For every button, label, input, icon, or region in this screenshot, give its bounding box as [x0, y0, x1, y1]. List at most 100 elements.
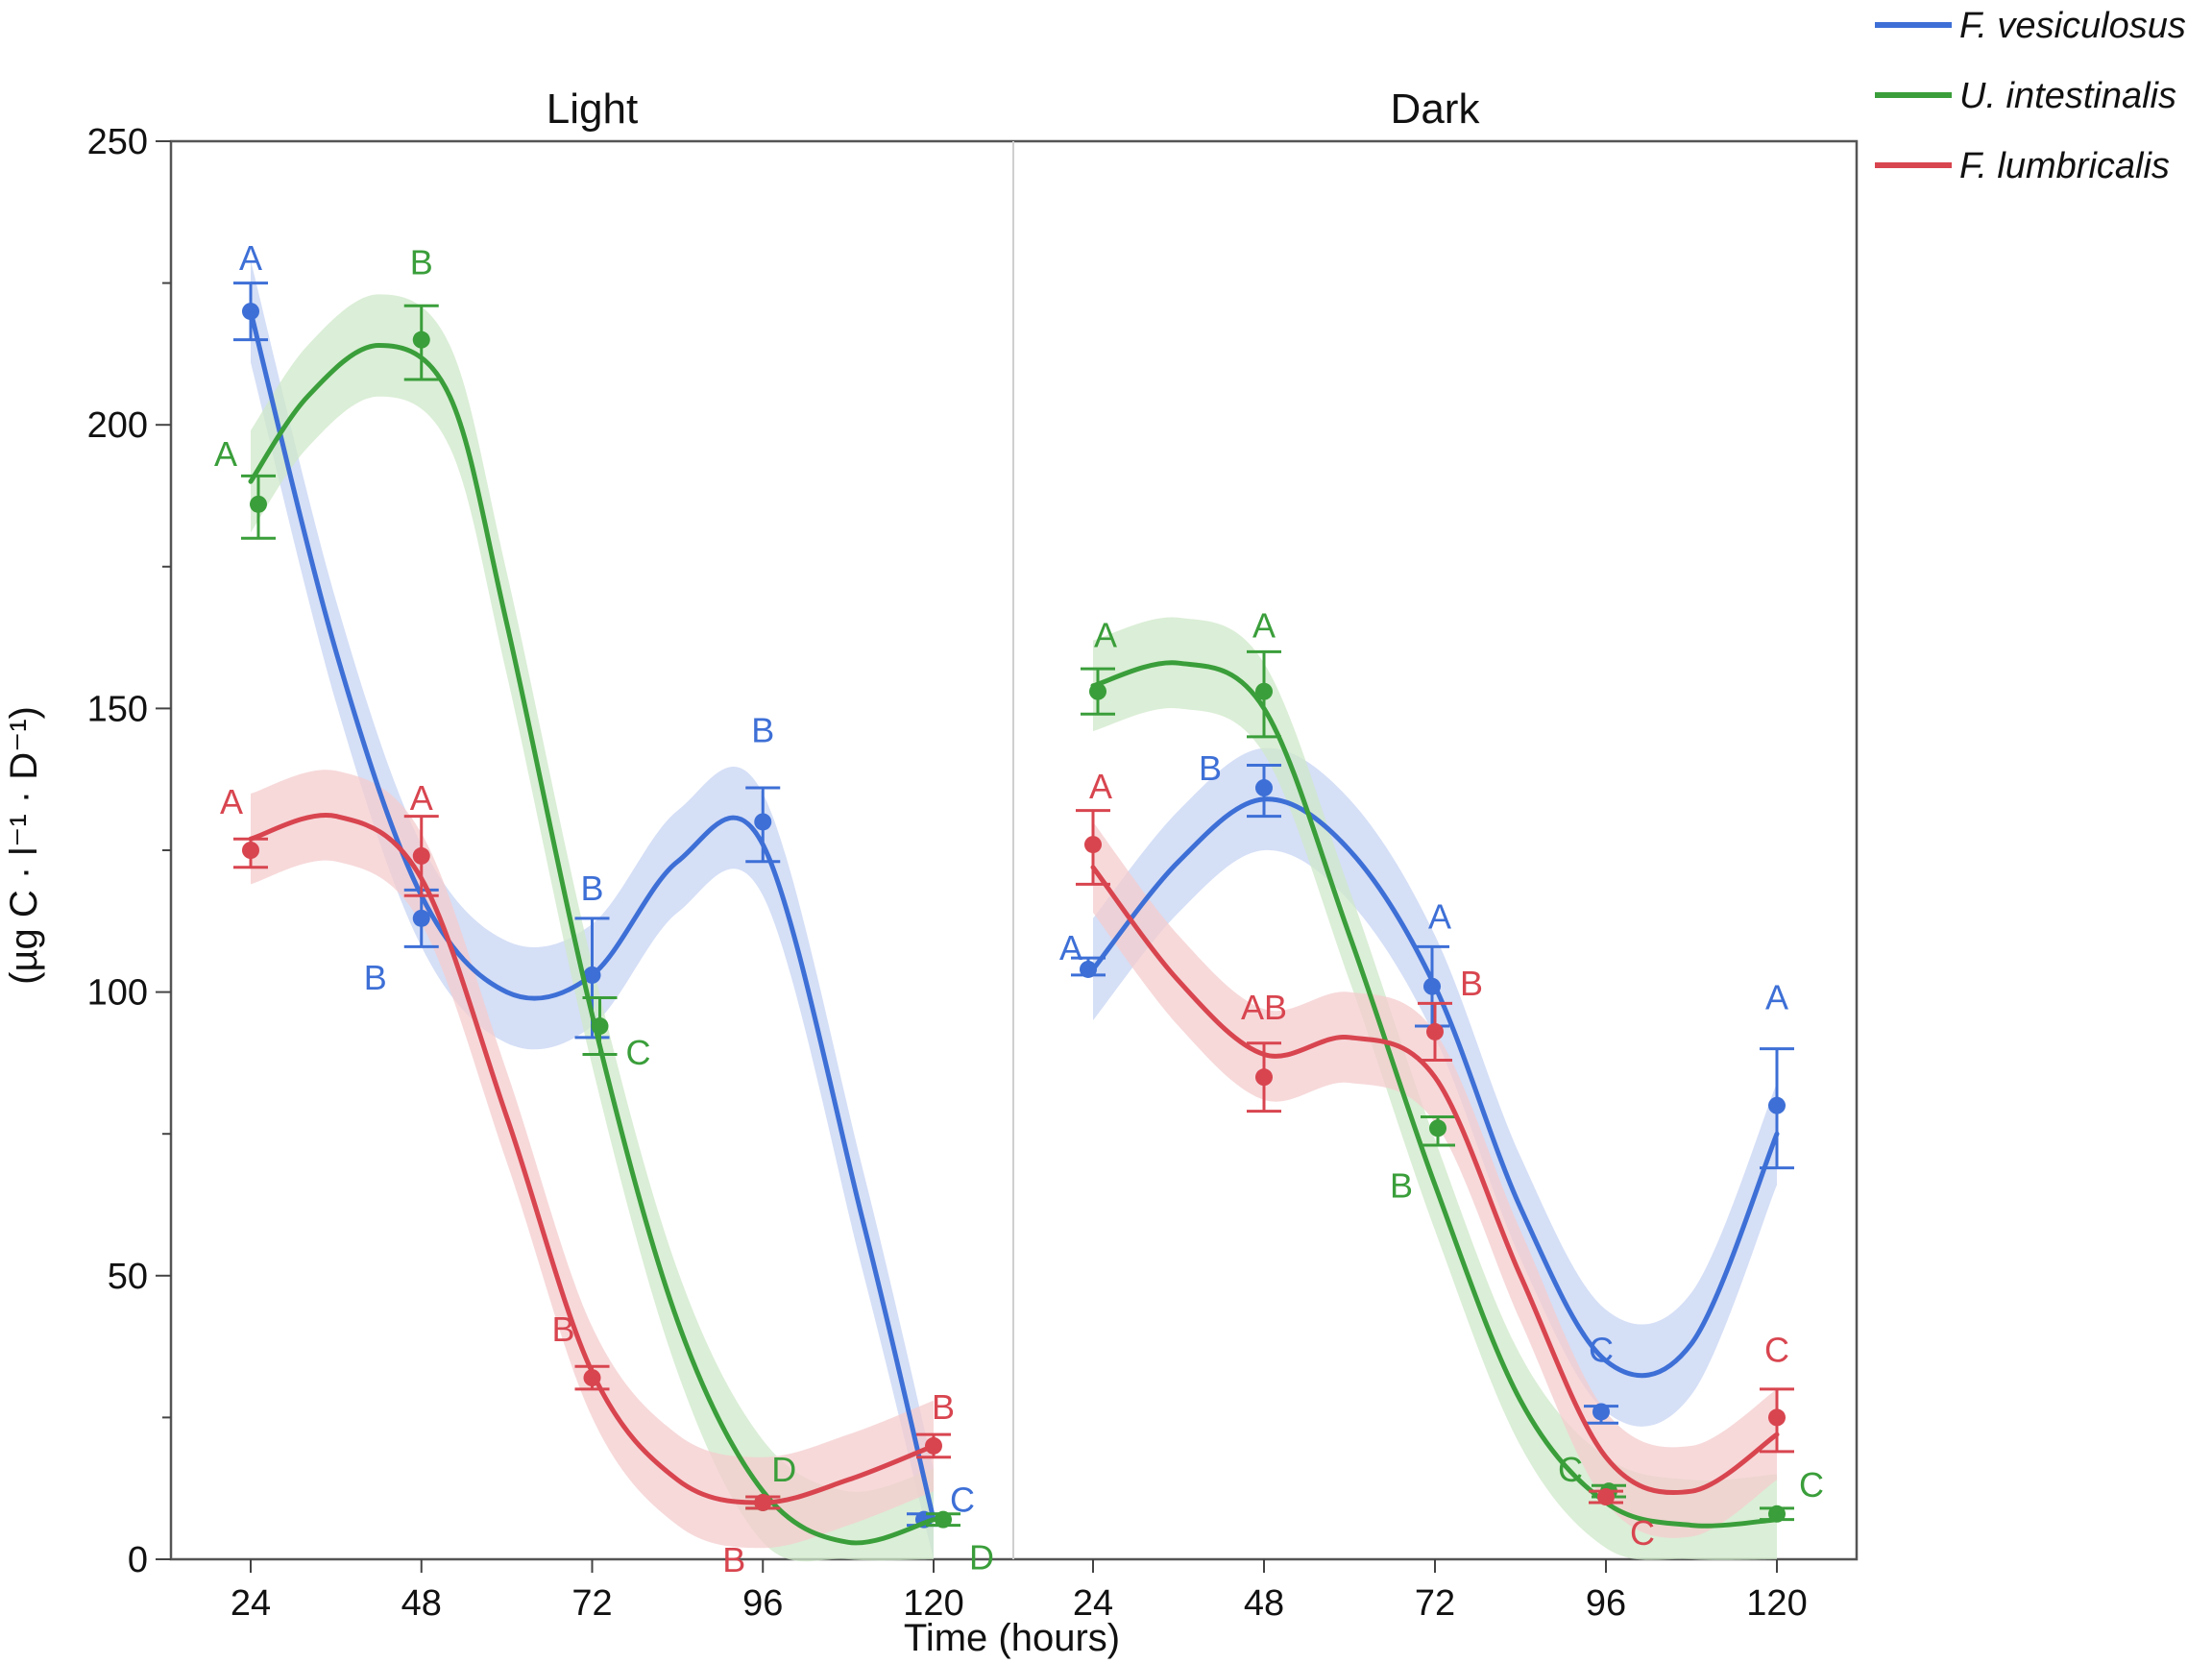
series-line-dark-0 [1090, 796, 1780, 1379]
significance-letter: B [410, 243, 433, 282]
x-tick-label: 24 [231, 1583, 271, 1624]
data-point-group: A [1760, 978, 1794, 1170]
significance-letter: B [1199, 748, 1222, 788]
data-point [250, 495, 267, 513]
x-tick-label: 96 [1586, 1583, 1626, 1624]
significance-letter: C [1630, 1513, 1655, 1553]
data-point [1597, 1488, 1615, 1506]
significance-letter: A [1089, 767, 1112, 806]
x-tick-label: 48 [1244, 1583, 1284, 1624]
data-point-group: A [1076, 767, 1112, 886]
data-point [412, 909, 430, 927]
significance-letter: C [1764, 1330, 1789, 1369]
data-point-group: B [551, 1309, 610, 1391]
y-tick-label: 100 [87, 973, 148, 1014]
data-point [412, 846, 430, 865]
data-point-group: A [1059, 928, 1106, 978]
significance-letter: A [1094, 616, 1117, 655]
legend-label: F. lumbricalis [1959, 146, 2170, 186]
series-line-dark-1 [1090, 660, 1780, 1529]
x-tick-label: 48 [401, 1583, 442, 1624]
confidence-band-dark-0 [1093, 747, 1777, 1427]
confidence-band-light-1 [251, 294, 934, 1562]
significance-letter: B [1390, 1165, 1413, 1205]
legend: F. vesiculosus U. intestinalis F. lumbrica… [1875, 6, 2186, 186]
data-point-group: C [1589, 1488, 1655, 1553]
x-axis-title: Time (hours) [904, 1617, 1120, 1659]
significance-letter: C [626, 1033, 651, 1072]
significance-letter: B [580, 869, 603, 908]
x-tick-label: 72 [571, 1583, 612, 1624]
data-point [1084, 836, 1102, 854]
data-point-group: B [722, 1493, 781, 1579]
y-tick-label: 150 [87, 689, 148, 729]
data-point [1768, 1408, 1786, 1427]
y-tick-label: 50 [108, 1257, 148, 1297]
data-point [754, 813, 772, 831]
data-point [583, 1369, 601, 1387]
data-point [591, 1017, 609, 1036]
significance-letter: C [1799, 1465, 1824, 1505]
data-point-group: B [364, 888, 439, 997]
data-point [1429, 1119, 1446, 1138]
significance-letter: C [1589, 1330, 1614, 1369]
data-point-group: B [916, 1387, 955, 1459]
significance-letter: A [1765, 978, 1788, 1017]
data-point-group: D [926, 1510, 994, 1578]
y-axis: 0 50 100 150 200 250 [87, 122, 171, 1580]
significance-letter: A [410, 778, 433, 818]
data-point [925, 1436, 942, 1455]
significance-letter: B [932, 1387, 955, 1427]
data-point [242, 303, 259, 321]
x-axis-light: 24 48 72 96 120 [231, 1559, 964, 1624]
confidence-band-dark-2 [1093, 821, 1777, 1538]
data-point [1255, 779, 1273, 797]
data-point-group: A [403, 778, 439, 897]
data-point-group: A [1415, 897, 1451, 1028]
significance-letter: B [1460, 964, 1483, 1003]
confidence-band-light-2 [251, 770, 934, 1549]
data-point [242, 842, 259, 859]
significance-letter: A [220, 782, 243, 821]
data-point-group: A [1081, 616, 1117, 716]
data-point-group: B [1199, 748, 1281, 819]
significance-letter: A [214, 434, 237, 474]
x-tick-label: 24 [1073, 1583, 1113, 1624]
legend-label: U. intestinalis [1959, 76, 2176, 116]
significance-letter: AB [1241, 988, 1287, 1027]
data-point [935, 1510, 952, 1529]
x-axis-dark: 24 48 72 96 120 [1073, 1559, 1808, 1624]
data-point-group: C [1760, 1465, 1824, 1523]
data-point [754, 1493, 772, 1511]
x-tick-label: 120 [1746, 1583, 1807, 1624]
data-point [1768, 1505, 1786, 1523]
data-point-group: B [403, 243, 439, 381]
data-point-group: C [1760, 1330, 1794, 1454]
significance-letter: B [722, 1540, 745, 1579]
panel-title-dark: Dark [1391, 86, 1481, 133]
legend-label: F. vesiculosus [1959, 6, 2186, 46]
series-line-light-2 [248, 812, 936, 1505]
significance-letter: A [1252, 606, 1276, 646]
y-axis-title: (µg C · l⁻¹ · D⁻¹) [3, 706, 45, 985]
y-tick-label: 0 [128, 1540, 148, 1580]
series-line-light-0 [248, 308, 936, 1523]
data-point [1592, 1403, 1610, 1421]
significance-letter: B [551, 1309, 574, 1349]
significance-letter: A [1428, 897, 1451, 937]
series-line-dark-2 [1090, 865, 1780, 1496]
data-point [583, 966, 601, 984]
data-point-group: A [1247, 606, 1281, 739]
data-point-group: A [220, 782, 268, 869]
confidence-band-light-0 [251, 260, 934, 1559]
data-point [1423, 977, 1441, 995]
x-tick-label: 72 [1415, 1583, 1455, 1624]
data-point [1255, 1068, 1273, 1087]
x-tick-label: 120 [903, 1583, 963, 1624]
y-tick-label: 200 [87, 405, 148, 446]
data-point [412, 330, 430, 349]
significance-letter: C [1558, 1450, 1583, 1489]
significance-letter: B [364, 958, 387, 997]
